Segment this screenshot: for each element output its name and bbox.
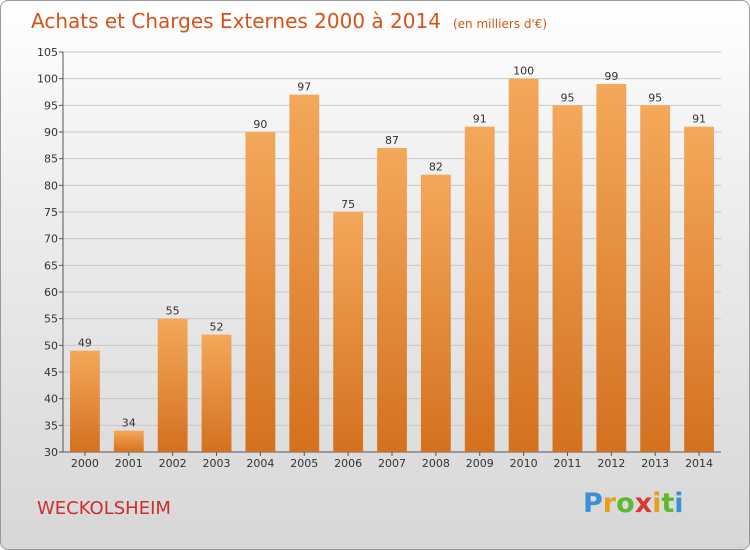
y-tick-label: 65 bbox=[44, 259, 58, 272]
bars bbox=[70, 78, 714, 453]
y-tick-label: 60 bbox=[44, 286, 58, 299]
bar-2007 bbox=[377, 148, 407, 452]
data-label-2008: 82 bbox=[429, 161, 443, 174]
bar-2000 bbox=[70, 350, 100, 452]
y-tick-label: 100 bbox=[37, 73, 58, 86]
y-tick-label: 35 bbox=[44, 419, 58, 432]
y-tick-label: 30 bbox=[44, 446, 58, 459]
logo-letter: i bbox=[674, 488, 684, 519]
x-tick-label-2010: 2010 bbox=[510, 457, 538, 470]
chart-title-text: Achats et Charges Externes 2000 à 2014 bbox=[31, 9, 441, 33]
x-tick-label-2014: 2014 bbox=[685, 457, 713, 470]
bar-2003 bbox=[201, 334, 232, 452]
x-tick-label-2008: 2008 bbox=[422, 457, 450, 470]
x-tick-label-2011: 2011 bbox=[553, 457, 581, 470]
bar-2002 bbox=[157, 318, 188, 452]
proxiti-logo: Proxiti bbox=[583, 488, 684, 519]
x-tick-label-2013: 2013 bbox=[641, 457, 669, 470]
bar-2013 bbox=[640, 105, 671, 452]
logo-letter: r bbox=[602, 488, 617, 519]
logo-letter: t bbox=[661, 488, 675, 519]
logo-letter: P bbox=[583, 488, 603, 519]
y-tick-label: 45 bbox=[44, 366, 58, 379]
logo-letter: i bbox=[652, 488, 662, 519]
x-tick-label-2000: 2000 bbox=[71, 457, 99, 470]
x-tick-label-2009: 2009 bbox=[466, 457, 494, 470]
bar-2014 bbox=[684, 126, 714, 453]
y-tick-label: 55 bbox=[44, 313, 58, 326]
y-tick-label: 105 bbox=[37, 46, 58, 59]
data-label-2013: 95 bbox=[648, 91, 662, 104]
bar-2004 bbox=[245, 132, 276, 452]
bar-2006 bbox=[333, 212, 364, 452]
y-tick-label: 85 bbox=[44, 153, 58, 166]
data-label-2011: 95 bbox=[560, 91, 574, 104]
x-tick-label-2005: 2005 bbox=[290, 457, 318, 470]
data-label-2005: 97 bbox=[297, 81, 311, 94]
data-label-2006: 75 bbox=[341, 198, 355, 211]
bar-2011 bbox=[552, 105, 583, 452]
data-label-2000: 49 bbox=[78, 337, 92, 350]
x-tick-label-2006: 2006 bbox=[334, 457, 362, 470]
x-tick-label-2002: 2002 bbox=[159, 457, 187, 470]
data-label-2012: 99 bbox=[604, 70, 618, 83]
commune-name: WECKOLSHEIM bbox=[37, 498, 171, 519]
bar-2001 bbox=[113, 430, 144, 452]
x-tick-label-2012: 2012 bbox=[597, 457, 625, 470]
bar-2012 bbox=[596, 84, 627, 452]
data-label-2003: 52 bbox=[210, 321, 224, 334]
x-tick-label-2007: 2007 bbox=[378, 457, 406, 470]
data-label-2001: 34 bbox=[122, 417, 136, 430]
x-tick-label-2003: 2003 bbox=[203, 457, 231, 470]
bar-2010 bbox=[508, 78, 539, 453]
y-tick-label: 95 bbox=[44, 99, 58, 112]
data-label-2007: 87 bbox=[385, 134, 399, 147]
y-tick-label: 90 bbox=[44, 126, 58, 139]
data-label-2014: 91 bbox=[692, 113, 706, 126]
x-tick-label-2001: 2001 bbox=[115, 457, 143, 470]
bar-2009 bbox=[464, 126, 495, 453]
chart-title: Achats et Charges Externes 2000 à 2014 (e… bbox=[31, 9, 547, 33]
data-labels: 49 34 55 52 90 97 75 87 82 91 100 95 99 95 91 bbox=[78, 65, 706, 430]
y-tick-label: 70 bbox=[44, 233, 58, 246]
y-tick-label: 40 bbox=[44, 393, 58, 406]
y-tick-label: 50 bbox=[44, 339, 58, 352]
logo-letter: x bbox=[634, 488, 653, 519]
y-tick-label: 80 bbox=[44, 179, 58, 192]
data-label-2002: 55 bbox=[166, 305, 180, 318]
x-tick-labels: 2000 2001 2002 2003 2004 2005 2006 2007 2008 2009… bbox=[71, 452, 713, 470]
data-label-2010: 100 bbox=[513, 65, 534, 78]
data-label-2009: 91 bbox=[473, 113, 487, 126]
data-label-2004: 90 bbox=[253, 118, 267, 131]
y-tick-label: 75 bbox=[44, 206, 58, 219]
bar-2008 bbox=[420, 174, 451, 452]
y-tick-labels: 30 35 40 45 50 55 60 65 70 75 80 85 90 95 100 105 bbox=[37, 46, 58, 459]
bar-2005 bbox=[289, 94, 320, 453]
x-tick-label-2004: 2004 bbox=[246, 457, 274, 470]
chart-unit: (en milliers d'€) bbox=[452, 17, 548, 31]
logo-letter: o bbox=[616, 488, 635, 519]
